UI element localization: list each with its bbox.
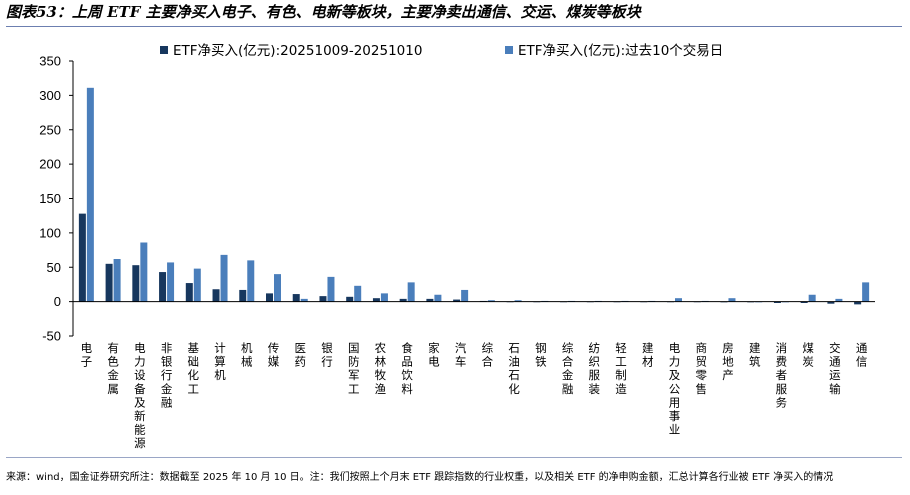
- bar-ten-day: [193, 268, 201, 302]
- y-tick-label: 300: [39, 88, 61, 103]
- bar-ten-day: [407, 282, 415, 302]
- y-tick-label: 50: [47, 260, 61, 275]
- x-tick-label: 基础化工: [188, 341, 200, 396]
- x-tick-label: 国防军工: [348, 341, 360, 396]
- bar-recent: [372, 298, 380, 302]
- x-tick-label: 电力设备及新能源: [134, 341, 146, 450]
- x-tick-label: 非银行金融: [161, 341, 173, 409]
- bar-ten-day: [461, 289, 469, 302]
- x-tick-label: 家电: [428, 341, 440, 369]
- bar-ten-day: [327, 276, 335, 302]
- x-tick-label: 轻工制造: [615, 341, 627, 396]
- x-tick-label: 通信: [856, 341, 868, 369]
- bar-ten-day: [728, 298, 736, 302]
- bar-ten-day: [835, 298, 843, 302]
- x-tick-label: 综合: [482, 341, 494, 369]
- x-tick-label: 房地产: [722, 341, 734, 382]
- bar-recent: [426, 298, 434, 302]
- bar-ten-day: [862, 282, 870, 302]
- bar-recent: [773, 301, 781, 303]
- bar-ten-day: [300, 298, 308, 302]
- x-tick-label: 银行: [321, 341, 333, 369]
- x-tick-label: 纺织服装: [589, 341, 601, 396]
- x-tick-label: 医药: [294, 341, 306, 369]
- bar-recent: [132, 265, 140, 302]
- legend: ETF净买入(亿元):20251009-20251010 ETF净买入(亿元):过…: [160, 42, 723, 59]
- bar-ten-day: [86, 87, 94, 302]
- bar-recent: [854, 301, 862, 305]
- x-tick-label: 建筑: [749, 341, 761, 369]
- footer-divider: [6, 457, 902, 458]
- bar-ten-day: [274, 274, 281, 302]
- bar-recent: [212, 289, 220, 302]
- bar-recent: [319, 296, 327, 302]
- bar-ten-day: [140, 242, 148, 302]
- y-axis: -50 0 50 100 150 200 250 300 350: [39, 54, 74, 344]
- y-tick-label: 0: [54, 294, 61, 309]
- bar-ten-day: [167, 262, 175, 302]
- bar-recent: [239, 289, 247, 302]
- x-tick-label: 交通运输: [829, 341, 841, 396]
- bar-recent: [78, 213, 86, 302]
- bar-recent: [346, 296, 354, 302]
- bar-ten-day: [675, 298, 682, 302]
- y-tick-label: 350: [39, 54, 61, 69]
- x-tick-label: 有色金属: [107, 341, 119, 396]
- legend-swatch: [160, 46, 168, 54]
- bar-recent: [800, 301, 808, 303]
- bar-ten-day: [220, 254, 228, 302]
- legend-label: ETF净买入(亿元):过去10个交易日: [518, 42, 723, 59]
- x-tick-label: 电力及公用事业: [669, 341, 681, 437]
- x-tick-label: 消费者服务: [776, 341, 788, 409]
- bar-recent: [827, 301, 835, 304]
- x-tick-label: 电子: [81, 341, 93, 369]
- source-note: 来源：wind，国金证券研究所注：数据截至 2025 年 10 月 10 日。注…: [6, 472, 834, 483]
- x-tick-label: 钢铁: [535, 341, 547, 369]
- bar-ten-day: [354, 285, 362, 302]
- bars: [78, 87, 870, 305]
- bar-ten-day: [487, 300, 495, 302]
- legend-label: ETF净买入(亿元):20251009-20251010: [173, 43, 422, 59]
- x-tick-label: 商贸零售: [695, 341, 707, 396]
- x-tick-label: 煤炭: [802, 341, 814, 369]
- bar-recent: [453, 299, 461, 302]
- bar-ten-day: [514, 300, 522, 302]
- x-tick-label: 综合金融: [562, 341, 574, 396]
- bar-recent: [399, 298, 407, 302]
- x-tick-label: 计算机: [214, 341, 226, 382]
- x-tick-label: 建材: [642, 341, 654, 369]
- x-tick-label: 食品饮料: [401, 341, 413, 396]
- y-tick-label: 250: [39, 122, 61, 137]
- bar-recent: [159, 272, 167, 302]
- bar-recent: [105, 263, 113, 302]
- y-tick-label: -50: [42, 329, 61, 344]
- y-tick-label: 200: [39, 157, 61, 172]
- y-tick-label: 150: [39, 191, 61, 206]
- bar-ten-day: [247, 260, 255, 302]
- x-tick-label: 汽车: [455, 341, 467, 369]
- bar-ten-day: [434, 294, 442, 302]
- title-divider: [6, 26, 902, 27]
- x-tick-label: 传媒: [268, 341, 280, 369]
- y-tick-label: 100: [39, 225, 61, 240]
- bar-ten-day: [113, 259, 121, 302]
- bar-recent: [292, 294, 300, 302]
- chart-title: 图表53：上周 ETF 主要净买入电子、有色、电新等板块，主要净卖出通信、交运、…: [6, 3, 641, 21]
- x-tick-label: 农林牧渔: [375, 341, 387, 396]
- legend-swatch: [505, 46, 513, 54]
- x-tick-label: 机械: [241, 341, 253, 369]
- bar-ten-day: [808, 294, 816, 302]
- bar-recent: [185, 283, 193, 302]
- x-tick-label: 石油石化: [508, 341, 520, 396]
- bar-recent: [266, 293, 273, 302]
- bar-ten-day: [380, 293, 388, 302]
- bar-chart: ETF净买入(亿元):20251009-20251010 ETF净买入(亿元):过…: [39, 42, 875, 450]
